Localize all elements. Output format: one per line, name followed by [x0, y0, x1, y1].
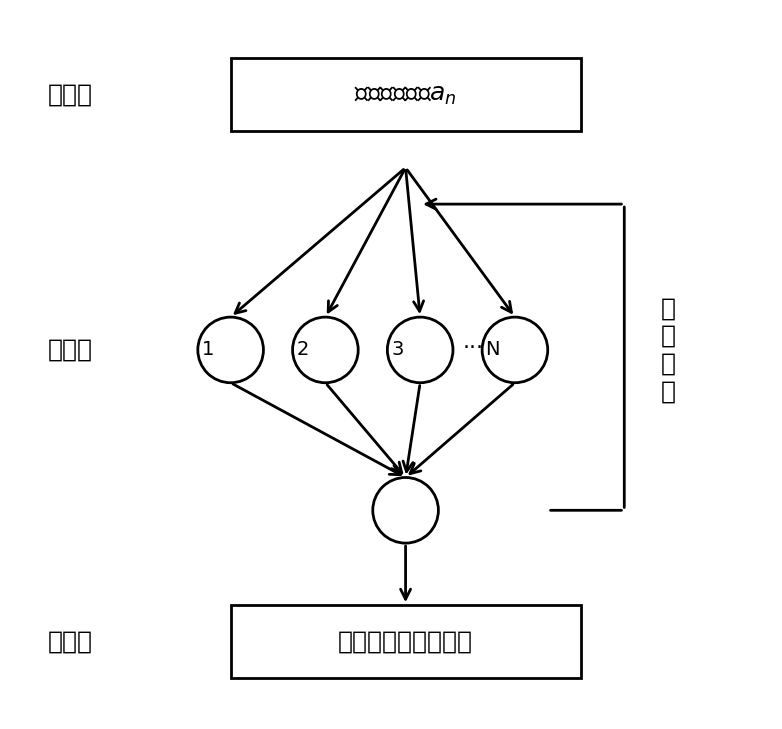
FancyBboxPatch shape — [231, 605, 580, 678]
Text: 底面各点的垂直位移: 底面各点的垂直位移 — [338, 630, 473, 653]
Text: 2: 2 — [296, 340, 309, 359]
Text: N: N — [485, 340, 499, 359]
FancyBboxPatch shape — [231, 58, 580, 131]
Circle shape — [387, 317, 453, 383]
Text: 输出层: 输出层 — [48, 630, 93, 653]
Circle shape — [482, 317, 547, 383]
Text: 机械载荷系数$a_n$: 机械载荷系数$a_n$ — [354, 83, 457, 106]
Text: 1: 1 — [202, 340, 213, 359]
Text: 3: 3 — [391, 340, 404, 359]
Text: 误
差
信
号: 误 差 信 号 — [661, 296, 676, 404]
Circle shape — [292, 317, 358, 383]
Circle shape — [373, 477, 439, 543]
Text: ···: ··· — [462, 338, 483, 359]
Circle shape — [198, 317, 264, 383]
Text: 隐含层: 隐含层 — [48, 338, 93, 362]
Text: 输入层: 输入层 — [48, 83, 93, 106]
